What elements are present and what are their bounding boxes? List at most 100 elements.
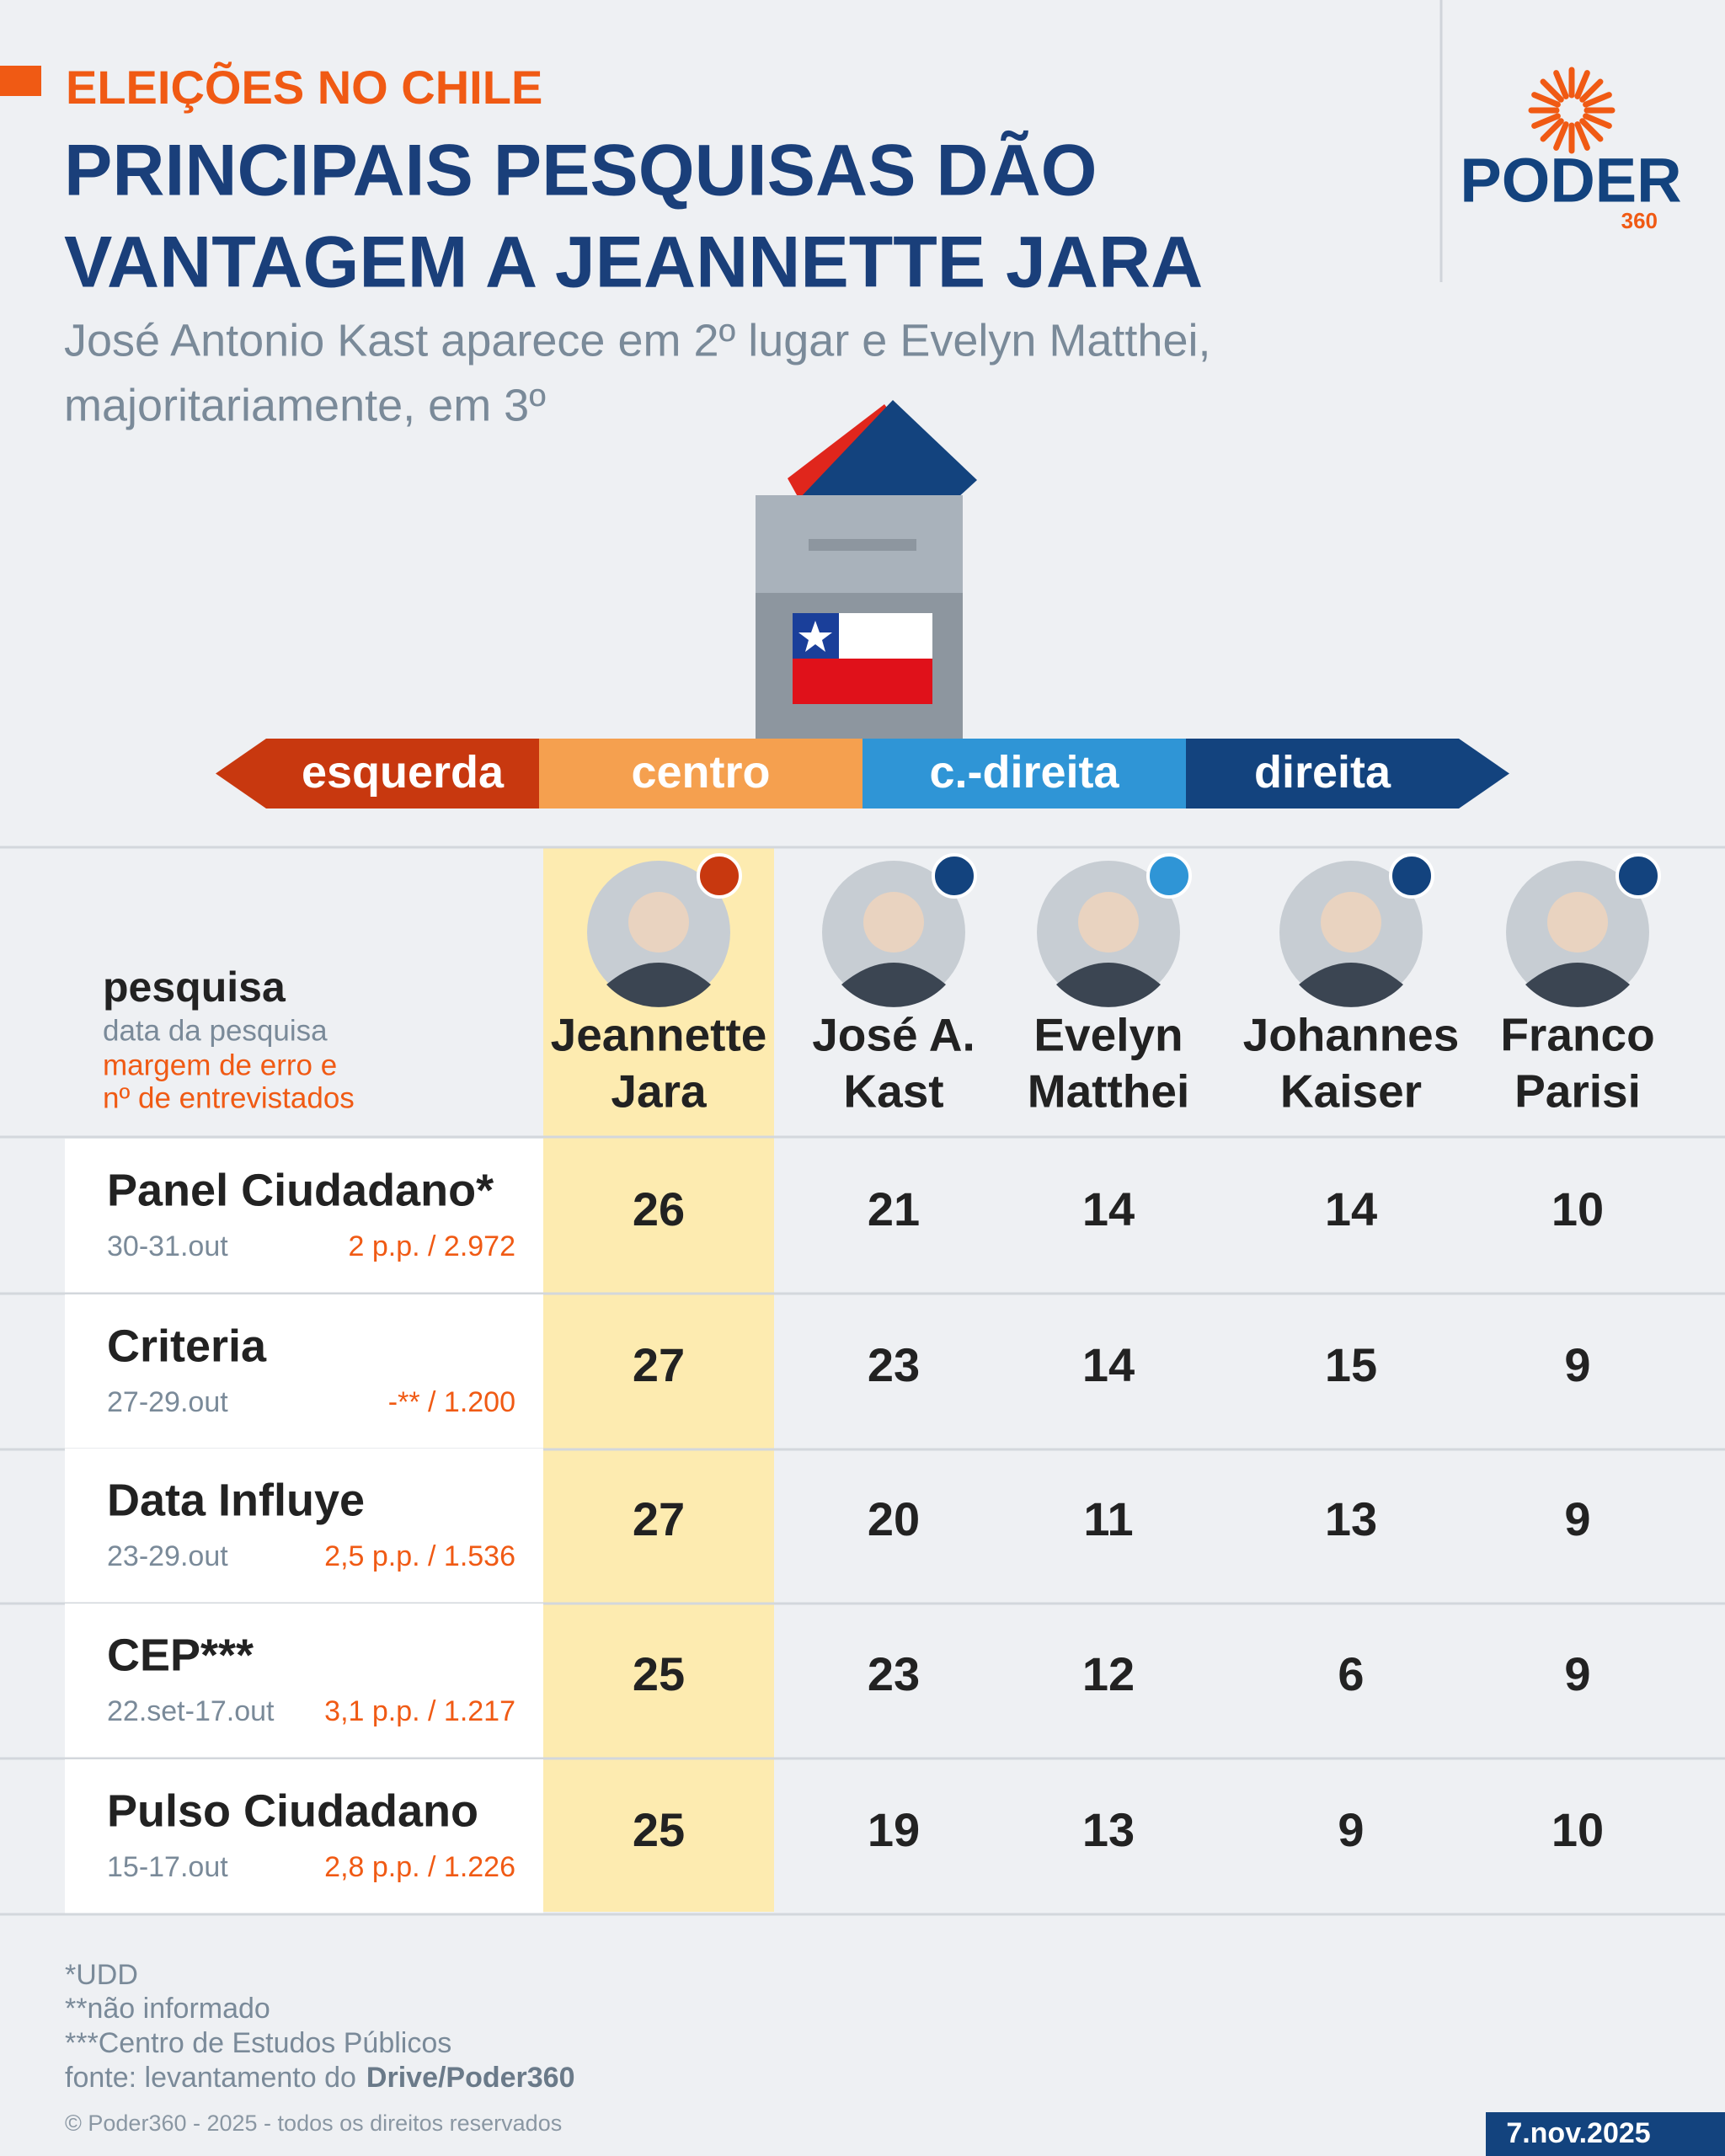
- candidate-name: José A.: [812, 1009, 975, 1061]
- spectrum: esquerda centro c.-direita direita: [216, 739, 1509, 808]
- poll-name: Pulso Ciudadano: [107, 1785, 478, 1836]
- kicker: ELEIÇÕES NO CHILE: [66, 61, 542, 114]
- poll-value: 20: [868, 1492, 920, 1545]
- poll-value: 14: [1082, 1338, 1135, 1391]
- poll-value: 14: [1082, 1182, 1135, 1235]
- poll-value: 21: [868, 1182, 920, 1235]
- source-text: fonte: levantamento do: [65, 2062, 356, 2094]
- poll-date: 23-29.out: [107, 1540, 228, 1572]
- poll-value: 25: [633, 1647, 685, 1700]
- sun-ray: [1531, 92, 1561, 108]
- photo-body: [841, 963, 946, 1007]
- kicker-bar: [0, 66, 41, 96]
- candidate-name: Evelyn: [1033, 1009, 1183, 1061]
- poll-value: 9: [1338, 1803, 1364, 1856]
- legend-margin: margem de erro e: [103, 1049, 337, 1081]
- poll-value: 15: [1325, 1338, 1377, 1391]
- spectrum-label: c.-direita: [929, 747, 1119, 798]
- photo-body: [1525, 963, 1630, 1007]
- spectrum-segment: [216, 739, 539, 808]
- spectrum-label: esquerda: [302, 747, 505, 798]
- poll-value: 13: [1082, 1803, 1135, 1856]
- spectrum-segment: [539, 739, 862, 808]
- poll-value: 26: [633, 1182, 685, 1235]
- logo-number: 360: [1621, 208, 1658, 233]
- sun-ray: [1531, 113, 1561, 129]
- poll-value: 9: [1564, 1492, 1590, 1545]
- photo-body: [1299, 963, 1403, 1007]
- sun-ray: [1540, 78, 1564, 103]
- poll-value: 27: [633, 1492, 685, 1545]
- spectrum-dot: [1616, 853, 1661, 899]
- poll-name: CEP***: [107, 1630, 254, 1680]
- poll-value: 25: [633, 1803, 685, 1856]
- spectrum-dot: [932, 853, 977, 899]
- sun-ray: [1579, 78, 1604, 103]
- candidate-name: Jara: [611, 1065, 707, 1118]
- poll-date: 27-29.out: [107, 1386, 228, 1418]
- sun-ray: [1553, 121, 1569, 151]
- sun-ray: [1574, 121, 1590, 151]
- poll-value: 14: [1325, 1182, 1377, 1235]
- poll-value: 10: [1551, 1803, 1604, 1856]
- logo-name: PODER: [1460, 146, 1681, 216]
- candidate-name: Johannes: [1243, 1009, 1460, 1061]
- title-line: PRINCIPAIS PESQUISAS DÃO: [64, 131, 1097, 211]
- poll-margin: 3,1 p.p. / 1.217: [324, 1695, 515, 1727]
- candidate-name: Jeannette: [551, 1009, 767, 1061]
- poll-cell: [65, 1449, 543, 1604]
- poll-name: Criteria: [107, 1321, 267, 1371]
- candidate-name: Franco: [1500, 1009, 1654, 1061]
- photo-head: [628, 892, 689, 953]
- spectrum-dot: [697, 853, 742, 899]
- poll-value: 9: [1564, 1338, 1590, 1391]
- subtitle-line: majoritariamente, em 3º: [64, 380, 546, 430]
- spectrum-dot: [1389, 853, 1434, 899]
- poll-cell: [65, 1604, 543, 1758]
- candidate-name: Matthei: [1028, 1065, 1190, 1118]
- photo-body: [606, 963, 711, 1007]
- date-box: [1486, 2112, 1725, 2156]
- poll-date: 22.set-17.out: [107, 1695, 275, 1727]
- source-bold: Drive/Poder360: [366, 2062, 575, 2094]
- candidate-name: Kast: [843, 1065, 943, 1118]
- poll-cell: [65, 1759, 543, 1914]
- candidate-name: Parisi: [1514, 1065, 1641, 1118]
- copyright: © Poder360 - 2025 - todos os direitos re…: [65, 2111, 562, 2136]
- spectrum-segment: [862, 739, 1186, 808]
- poll-date: 15-17.out: [107, 1851, 228, 1883]
- date: 7.nov.2025: [1506, 2117, 1650, 2149]
- spectrum-label: centro: [631, 747, 770, 798]
- sun-ray: [1583, 92, 1612, 108]
- photo-head: [863, 892, 924, 953]
- sun-ray: [1540, 118, 1564, 142]
- sun-ray: [1553, 70, 1569, 99]
- candidate-name: Kaiser: [1280, 1065, 1422, 1118]
- photo-body: [1056, 963, 1161, 1007]
- poll-cell: [65, 1139, 543, 1294]
- spectrum-segment: [1186, 739, 1509, 808]
- poll-value: 13: [1325, 1492, 1377, 1545]
- poll-margin: 2,5 p.p. / 1.536: [324, 1540, 515, 1572]
- sun-ray: [1583, 113, 1612, 129]
- poll-name: Panel Ciudadano*: [107, 1165, 494, 1215]
- poll-value: 12: [1082, 1647, 1135, 1700]
- poll-value: 6: [1338, 1647, 1364, 1700]
- note: ***Centro de Estudos Públicos: [65, 2027, 451, 2059]
- title-line: VANTAGEM A JEANNETTE JARA: [64, 222, 1203, 303]
- spectrum-label: direita: [1254, 747, 1391, 798]
- poll-margin: 2,8 p.p. / 1.226: [324, 1851, 515, 1883]
- logo-sun: [1528, 67, 1616, 154]
- highlight-column: [543, 847, 774, 1912]
- photo-head: [1547, 892, 1608, 953]
- subtitle-line: José Antonio Kast aparece em 2º lugar e …: [64, 315, 1211, 366]
- note: **não informado: [65, 1993, 270, 2025]
- photo-head: [1321, 892, 1381, 953]
- sun-ray: [1574, 70, 1590, 99]
- spectrum-dot: [1146, 853, 1192, 899]
- legend-margin: nº de entrevistados: [103, 1081, 355, 1114]
- legend-date: data da pesquisa: [103, 1014, 328, 1047]
